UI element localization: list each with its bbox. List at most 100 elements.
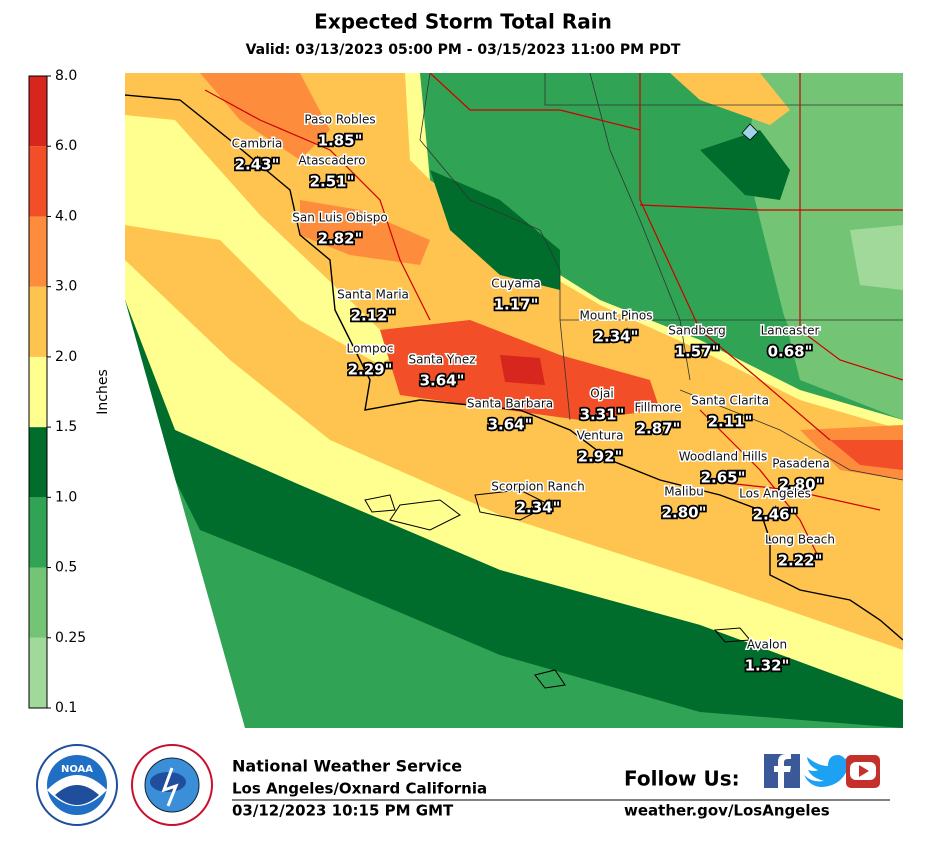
city-name: Long Beach xyxy=(765,533,835,547)
colorbar-band xyxy=(29,497,47,568)
rain-amount: 2.80" xyxy=(779,476,824,494)
city-name: San Luis Obispo xyxy=(292,211,387,225)
subtitle: Valid: 03/13/2023 05:00 PM - 03/15/2023 … xyxy=(246,42,681,58)
facebook-icon[interactable] xyxy=(764,754,800,788)
rain-area xyxy=(300,200,430,265)
coastline xyxy=(125,94,903,641)
colorbar-band xyxy=(29,567,47,638)
rain-amount: 2.65" xyxy=(701,469,746,487)
road xyxy=(799,73,903,381)
colorbar-tick-label: 0.25 xyxy=(55,630,86,646)
rain-amount: 3.64" xyxy=(420,372,465,390)
city-name: Santa Ynez xyxy=(408,353,475,367)
rain-area xyxy=(830,440,903,470)
rain-area xyxy=(700,130,790,200)
rain-amount: 2.34" xyxy=(594,328,639,346)
city-name: Santa Clarita xyxy=(691,394,769,408)
island xyxy=(713,627,752,643)
office: Los Angeles/Oxnard California xyxy=(232,780,487,798)
rain-area xyxy=(500,355,545,385)
road xyxy=(699,409,821,561)
rain-amount: 3.64" xyxy=(488,416,533,434)
rain-amount: 2.12" xyxy=(351,307,396,325)
colorbar-band xyxy=(29,76,47,147)
colorbar-tick-label: 4.0 xyxy=(55,208,77,224)
city-name: Lompoc xyxy=(346,342,393,356)
colorbar-tick-label: 2.0 xyxy=(55,349,77,365)
map xyxy=(125,73,903,728)
rain-amount: 2.51" xyxy=(310,173,355,191)
city-name: Atascadero xyxy=(298,154,365,168)
county-line xyxy=(544,73,903,106)
city-name: Scorpion Ranch xyxy=(491,480,584,494)
rain-amount: 2.46" xyxy=(753,506,798,524)
rain-amount: 3.31" xyxy=(580,406,625,424)
rain-amount: 2.11" xyxy=(708,413,753,431)
city-name: Pasadena xyxy=(772,457,830,471)
city-labels: Paso Robles 1.85" Cambria 2.43" Atascadero 2.… xyxy=(230,111,836,676)
county-line xyxy=(589,73,691,381)
rain-area xyxy=(850,225,903,290)
colorbar-band xyxy=(29,356,47,428)
rain-area xyxy=(745,73,903,420)
colorbar-tick-label: 3.0 xyxy=(55,279,77,295)
road xyxy=(204,89,431,321)
city-name: Cuyama xyxy=(491,277,540,291)
noaa-logo: NOAA xyxy=(36,744,118,826)
road xyxy=(639,73,831,441)
island xyxy=(474,489,552,521)
website[interactable]: weather.gov/LosAngeles xyxy=(624,802,830,820)
rain-amount: 2.87" xyxy=(636,420,681,438)
colorbar-band xyxy=(29,216,47,287)
rain-area xyxy=(670,73,790,125)
island xyxy=(389,499,461,531)
rain-amount: 2.80" xyxy=(662,504,707,522)
rain-amount: 1.17" xyxy=(494,296,539,314)
colorbar-tick-label: 1.5 xyxy=(55,419,77,435)
colorbar-tick-label: 1.0 xyxy=(55,489,77,505)
rain-area xyxy=(200,73,330,160)
city-name: Ventura xyxy=(577,429,624,443)
city-name: Santa Barbara xyxy=(467,397,553,411)
county-line xyxy=(679,389,903,481)
island xyxy=(364,494,396,513)
colorbar-band xyxy=(29,637,47,708)
road xyxy=(429,73,641,131)
twitter-icon[interactable] xyxy=(804,755,850,787)
city-name: Fillmore xyxy=(634,401,681,415)
rain-amount: 1.57" xyxy=(675,343,720,361)
colorbar-tick-label: 8.0 xyxy=(55,68,77,84)
title: Expected Storm Total Rain xyxy=(314,10,612,34)
city-name: Woodland Hills xyxy=(679,450,767,464)
lake xyxy=(741,123,759,141)
road xyxy=(699,479,881,511)
city-name: Sandberg xyxy=(668,324,726,338)
city-name: Mount Pinos xyxy=(580,309,653,323)
colorbar-band xyxy=(29,427,47,498)
city-name: Malibu xyxy=(664,485,704,499)
city-name: Cambria xyxy=(232,137,283,151)
rain-amount: 2.82" xyxy=(318,230,363,248)
rain-amount: 2.43" xyxy=(235,156,280,174)
colorbar: 0.1 0.25 0.5 1.0 1.5 2.0 3.0 4.0 6.0 8.0 xyxy=(28,68,86,716)
colorbar-tick-label: 0.5 xyxy=(55,560,77,576)
youtube-icon[interactable] xyxy=(846,755,880,788)
rain-amount: 2.34" xyxy=(516,499,561,517)
city-name: Paso Robles xyxy=(304,113,375,127)
city-name: Santa Maria xyxy=(337,288,409,302)
agency: National Weather Service xyxy=(232,757,462,776)
rain-amount: 2.22" xyxy=(778,552,823,570)
city-name: Ojai xyxy=(590,387,613,401)
rain-amount: 2.29" xyxy=(348,361,393,379)
island xyxy=(534,669,566,689)
colorbar-tick-label: 0.1 xyxy=(55,700,77,716)
colorbar-frame xyxy=(28,75,48,709)
city-name: Lancaster xyxy=(761,324,820,338)
colorbar-band xyxy=(29,286,47,357)
issued-time: 03/12/2023 10:15 PM GMT xyxy=(232,802,454,820)
colorbar-label: Inches xyxy=(95,369,111,414)
rain-amount: 2.92" xyxy=(578,448,623,466)
colorbar-band xyxy=(29,146,47,217)
